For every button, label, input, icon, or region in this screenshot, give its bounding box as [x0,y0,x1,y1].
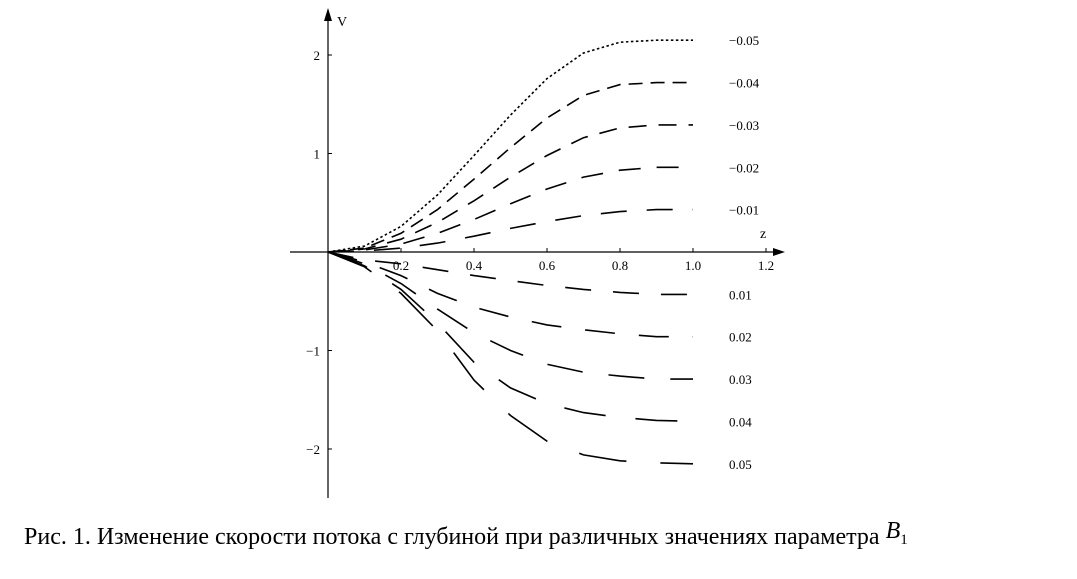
figure-caption: Рис. 1. Изменение скорости потока с глуб… [24,518,908,551]
series-line [327,166,693,253]
x-tick-label: 0.6 [539,258,556,273]
series-line [327,251,694,465]
x-tick-label: 1.0 [685,258,701,273]
y-axis-arrow [324,8,332,21]
series-label: −0.05 [729,33,759,48]
series-line [327,251,694,423]
series-lines [327,39,694,465]
y-tick-label: 2 [314,48,321,63]
x-tick-label: 0.2 [393,258,409,273]
series-line [327,124,693,253]
series-labels: −0.05 −0.04 −0.03 −0.02 −0.01 0.01 0.02 0.03 0.0… [729,33,760,472]
y-tick-label: 1 [314,147,321,162]
caption-parameter-symbol: B1 [885,518,908,548]
x-axis-label: z [760,227,766,242]
series-label: 0.03 [729,372,752,387]
series-line [327,81,693,253]
series-label: −0.03 [729,118,759,133]
x-axis-arrow [773,248,785,256]
series-label: 0.02 [729,330,752,345]
series-line [327,251,693,296]
axis-ticks: 0.2 0.4 0.6 0.8 1.0 1.2 −2 −1 1 2 [306,48,774,457]
series-label: −0.01 [729,203,759,218]
caption-subscript: 1 [900,532,908,548]
x-tick-label: 0.4 [466,258,483,273]
y-axis-label: V [337,15,347,30]
series-label: −0.04 [729,76,760,91]
x-tick-label: 1.2 [758,258,774,273]
series-label: 0.05 [729,457,752,472]
series-line [327,251,693,380]
series-label: −0.02 [729,160,759,175]
caption-text: Рис. 1. Изменение скорости потока с глуб… [24,524,880,550]
axes: zV [290,8,785,498]
series-label: 0.01 [729,287,752,302]
series-line [327,39,693,253]
series-line [327,208,693,253]
x-tick-label: 0.8 [612,258,628,273]
caption-symbol: B [885,518,901,544]
y-tick-label: −2 [306,442,320,457]
series-label: 0.04 [729,414,752,429]
series-line [327,251,693,338]
y-tick-label: −1 [306,344,320,359]
